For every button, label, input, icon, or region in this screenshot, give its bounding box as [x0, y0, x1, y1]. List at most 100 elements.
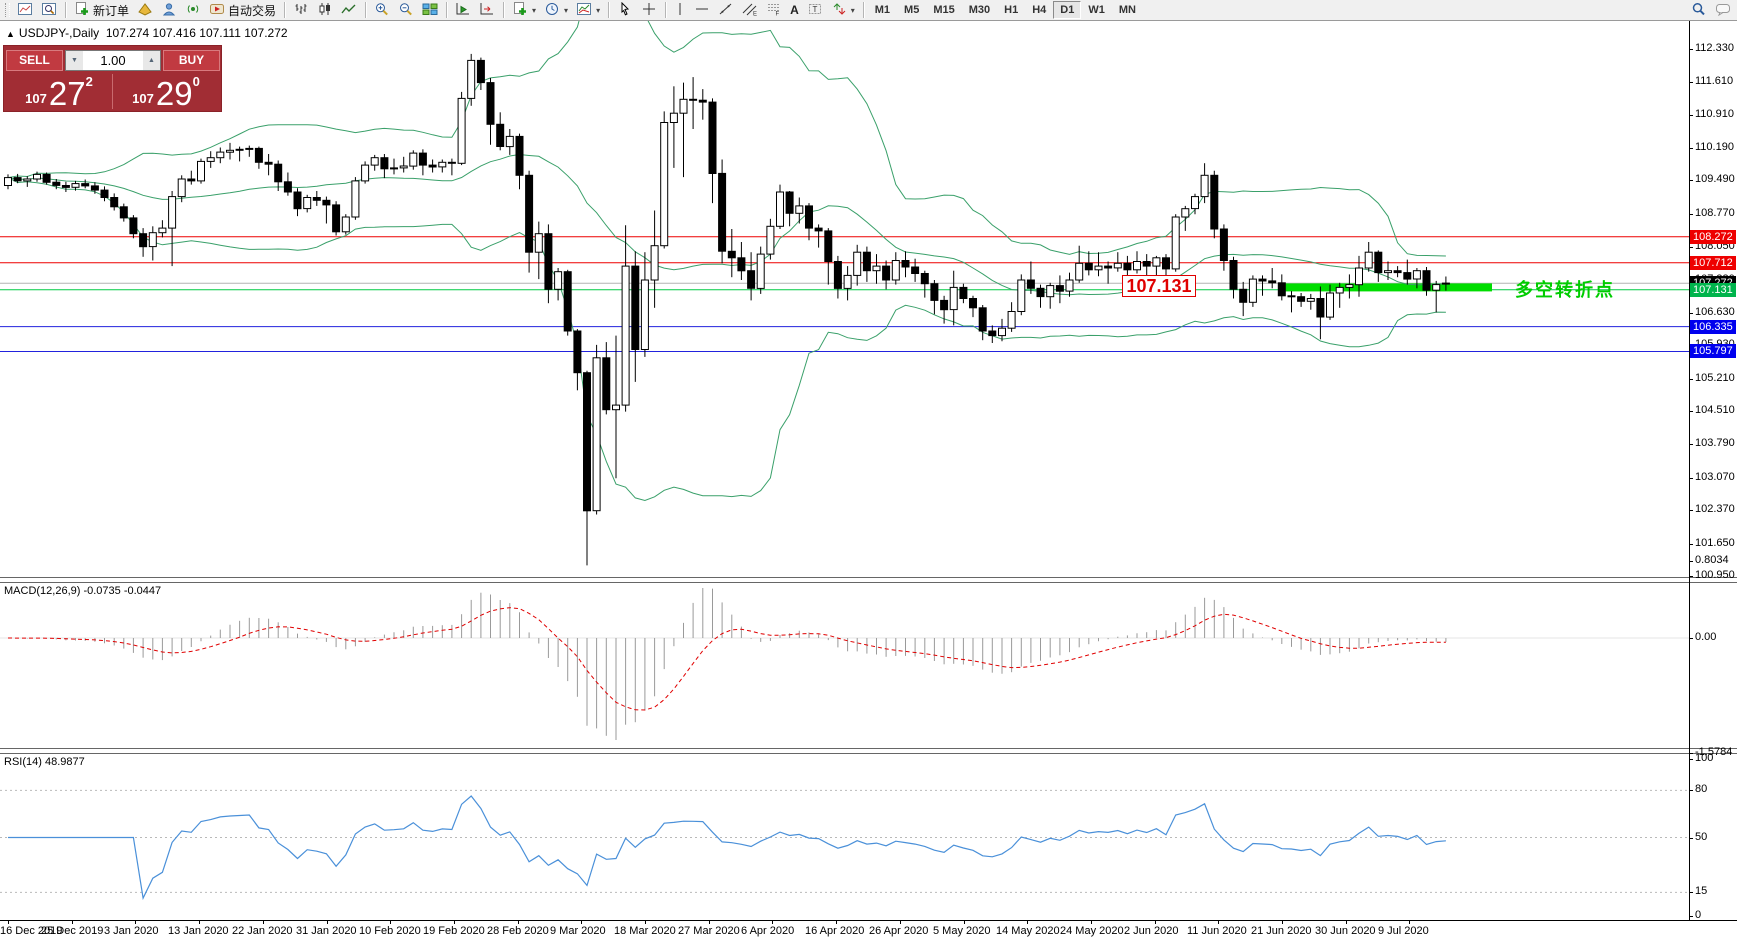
ohlc-bars-icon: [293, 2, 309, 19]
pivot-annotation-text[interactable]: 多空转折点: [1515, 280, 1615, 300]
auto-scroll-icon: [455, 2, 471, 19]
date-label: 24 May 2020: [1060, 925, 1124, 937]
cursor-button[interactable]: [613, 1, 637, 19]
timeframe-m5-button[interactable]: M5: [897, 1, 926, 19]
price-tick-label: 110.190: [1695, 141, 1734, 153]
chart-shift-button[interactable]: [475, 1, 499, 19]
sell-price[interactable]: 107 27 2: [6, 72, 112, 111]
price-tick: [1689, 510, 1693, 511]
chat-button[interactable]: [1711, 1, 1735, 19]
profiles-button[interactable]: [37, 1, 61, 19]
date-label: 28 Feb 2020: [487, 925, 549, 937]
timeframe-w1-button[interactable]: W1: [1081, 1, 1112, 19]
buy-price-big-figure: 107: [132, 91, 154, 106]
timeframe-mn-button[interactable]: MN: [1112, 1, 1143, 19]
autotrading-icon: [209, 2, 225, 19]
timeframe-h4-button[interactable]: H4: [1025, 1, 1053, 19]
buy-button[interactable]: BUY: [163, 49, 220, 71]
sell-button[interactable]: SELL: [6, 49, 63, 71]
tile-windows-button[interactable]: [418, 1, 442, 19]
pane-splitter[interactable]: [0, 748, 1737, 754]
line-chart-mode-button[interactable]: [337, 1, 361, 19]
price-divider: [112, 74, 113, 109]
toolbar-separator: [608, 2, 610, 18]
svg-text:E: E: [753, 11, 757, 16]
pivot-price-label[interactable]: 107.131: [1122, 275, 1196, 297]
community-button[interactable]: [157, 1, 181, 19]
price-tick-label: 105.210: [1695, 372, 1735, 384]
date-tick: [327, 920, 328, 924]
arrows-button[interactable]: ▾: [827, 1, 859, 19]
main-price-chart[interactable]: [0, 21, 1689, 577]
auto-scroll-button[interactable]: [451, 1, 475, 19]
text-label-button[interactable]: T: [803, 1, 827, 19]
rsi-tick: [1689, 916, 1693, 917]
price-badge: 105.797: [1690, 344, 1736, 358]
price-tick: [1689, 115, 1693, 116]
volume-input[interactable]: [83, 50, 143, 70]
toolbar-drag-handle[interactable]: [5, 3, 10, 17]
zoom-out-icon: [398, 2, 414, 19]
templates-button[interactable]: ▾: [572, 1, 604, 19]
timeframe-m1-button[interactable]: M1: [868, 1, 897, 19]
horizontal-line-button[interactable]: [690, 1, 714, 19]
equidistant-channel-button[interactable]: E: [738, 1, 762, 19]
date-tick: [1218, 920, 1219, 924]
chevron-down-icon[interactable]: ▾: [850, 5, 855, 15]
line-chart-icon: [341, 2, 357, 19]
price-tick: [1689, 444, 1693, 445]
chevron-down-icon[interactable]: ▾: [532, 5, 537, 15]
pane-splitter[interactable]: [0, 577, 1737, 583]
date-tick: [390, 920, 391, 924]
date-tick: [1027, 920, 1028, 924]
search-icon: [1691, 2, 1707, 19]
buy-price[interactable]: 107 29 0: [113, 72, 219, 111]
fibonacci-button[interactable]: F: [762, 1, 786, 19]
timeframe-m30-button[interactable]: M30: [962, 1, 997, 19]
volume-increase-button[interactable]: ▲: [143, 50, 160, 70]
crosshair-button[interactable]: [637, 1, 661, 19]
timeframe-d1-button[interactable]: D1: [1053, 1, 1082, 19]
collapse-arrow-icon[interactable]: ▲: [6, 29, 15, 39]
new-order-icon: [74, 1, 90, 19]
bar-chart-mode-button[interactable]: [289, 1, 313, 19]
date-tick: [8, 920, 9, 924]
signals-button[interactable]: [181, 1, 205, 19]
volume-decrease-button[interactable]: ▼: [66, 50, 83, 70]
rsi-tick-label: 0: [1695, 909, 1702, 921]
price-tick: [1689, 49, 1693, 50]
chevron-down-icon[interactable]: ▾: [564, 5, 569, 15]
trendline-button[interactable]: [714, 1, 738, 19]
timeframe-m15-button[interactable]: M15: [926, 1, 961, 19]
candlestick-mode-button[interactable]: [313, 1, 337, 19]
sell-price-big-figure: 107: [25, 91, 47, 106]
date-tick: [964, 920, 965, 924]
main-toolbar: 新订单 自动交易 ▾ ▾ ▾ E F A T ▾: [0, 0, 1737, 21]
date-label: 5 May 2020: [933, 925, 991, 937]
date-tick: [135, 920, 136, 924]
metaeditor-button[interactable]: [133, 1, 157, 19]
new-order-button[interactable]: 新订单: [70, 1, 133, 19]
date-label: 9 Jul 2020: [1378, 925, 1429, 937]
timeframe-h1-button[interactable]: H1: [997, 1, 1025, 19]
rsi-tick: [1689, 790, 1693, 791]
rsi-pane[interactable]: [0, 754, 1689, 919]
periods-button[interactable]: ▾: [540, 1, 572, 19]
date-label: 9 Mar 2020: [550, 925, 606, 937]
text-button[interactable]: A: [786, 1, 803, 19]
search-button[interactable]: [1687, 1, 1711, 19]
date-label: 16 Apr 2020: [805, 925, 865, 937]
new-chart-button[interactable]: [13, 1, 37, 19]
zoom-out-button[interactable]: [394, 1, 418, 19]
zoom-in-icon: [374, 2, 390, 19]
autotrading-button[interactable]: 自动交易: [205, 1, 280, 19]
rsi-tick-label: 15: [1695, 885, 1708, 897]
zoom-in-button[interactable]: [370, 1, 394, 19]
chevron-down-icon[interactable]: ▾: [596, 5, 601, 15]
rsi-tick: [1689, 838, 1693, 839]
macd-pane[interactable]: [0, 583, 1689, 748]
date-tick: [72, 920, 73, 924]
indicators-button[interactable]: ▾: [508, 1, 540, 19]
vertical-line-button[interactable]: [670, 1, 690, 19]
